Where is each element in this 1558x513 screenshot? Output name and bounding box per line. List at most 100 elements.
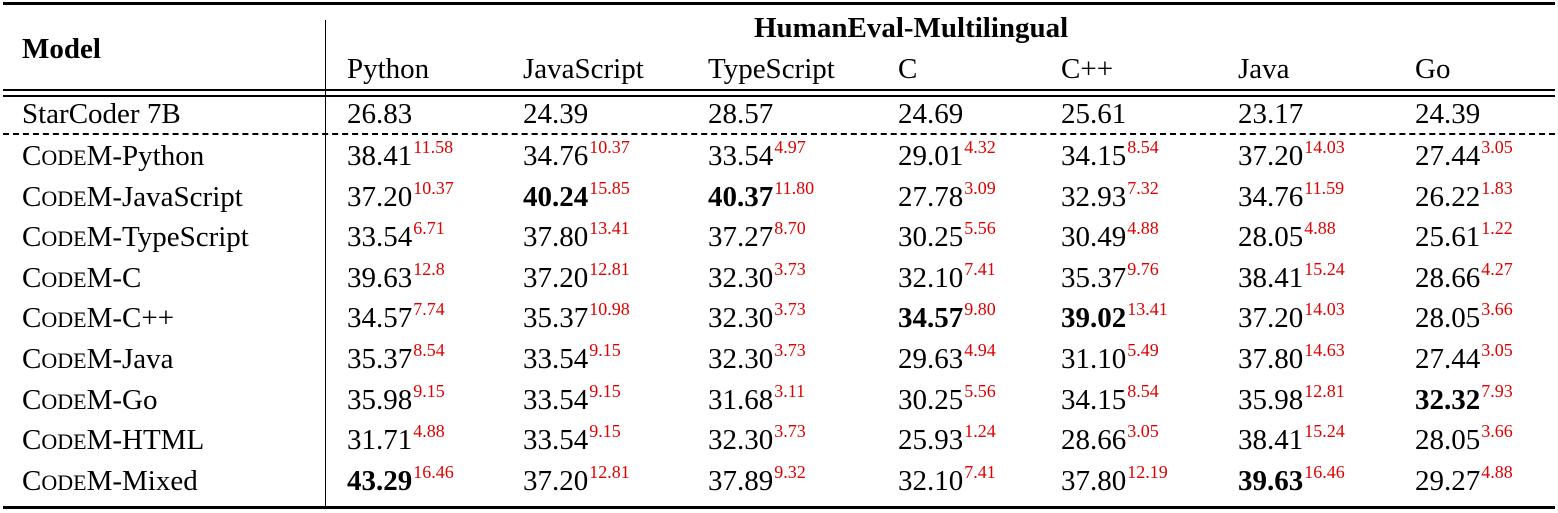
model-name-smallcaps: ode — [41, 469, 87, 495]
score-cell: 26.221.83 — [1415, 179, 1513, 214]
score-value: 37.20 — [347, 180, 413, 213]
score-cell: 39.6312.8 — [347, 260, 445, 295]
model-name-smallcaps: ode — [41, 307, 87, 333]
score-value: 31.10 — [1061, 343, 1127, 375]
score-improvement: 11.59 — [1304, 177, 1345, 198]
score-value: 33.54 — [523, 383, 589, 416]
model-name-smallcaps: ode — [41, 388, 87, 414]
model-name-smallcaps: ode — [41, 348, 87, 373]
model-name-prefix: C — [22, 302, 42, 335]
score-cell: 37.2012.81 — [523, 463, 630, 498]
model-name-smallcaps: ode — [41, 226, 87, 252]
score-improvement: 13.41 — [1127, 299, 1168, 320]
score-improvement: 3.73 — [774, 299, 806, 320]
baseline-score: 24.69 — [898, 98, 964, 130]
score-cell: 29.014.32 — [898, 137, 996, 173]
score-improvement: 9.15 — [413, 380, 445, 401]
score-cell: 33.549.15 — [523, 341, 621, 376]
score-cell: 32.107.41 — [898, 260, 996, 295]
score-value: 35.37 — [347, 343, 413, 375]
baseline-score: 26.83 — [347, 98, 413, 130]
language-header-0: Python — [347, 53, 430, 85]
model-name-prefix-end: M — [86, 140, 113, 172]
benchmark-group-header: HumanEval-Multilingual — [754, 12, 1069, 44]
score-value: 35.98 — [1238, 383, 1304, 416]
score-cell: 35.378.54 — [347, 340, 445, 376]
score-value: 34.76 — [523, 140, 589, 172]
score-value: 29.01 — [898, 140, 964, 172]
score-improvement: 15.24 — [1304, 421, 1345, 442]
score-improvement: 16.46 — [1304, 461, 1345, 482]
score-value: 32.10 — [898, 464, 964, 497]
score-improvement: 14.63 — [1304, 340, 1345, 360]
score-cell: 35.3710.98 — [523, 300, 630, 335]
score-cell: 27.443.05 — [1415, 137, 1513, 173]
score-improvement: 3.05 — [1127, 421, 1159, 442]
score-value: 33.54 — [523, 343, 589, 375]
language-header-6: Go — [1415, 53, 1451, 85]
score-improvement: 9.15 — [589, 421, 621, 442]
model-name-smallcaps: ode — [41, 185, 87, 211]
score-value: 38.41 — [347, 140, 413, 172]
score-improvement: 8.54 — [1127, 137, 1159, 157]
score-improvement: 3.05 — [1481, 137, 1513, 157]
model-name-smallcaps: ode — [41, 429, 87, 455]
score-value: 30.25 — [898, 383, 964, 416]
model-name-smallcaps: ode — [41, 145, 87, 170]
score-cell: 32.303.73 — [708, 422, 806, 457]
language-header-3: C — [898, 53, 918, 85]
score-cell: 37.2012.81 — [523, 260, 630, 295]
score-improvement: 11.58 — [413, 137, 454, 157]
model-name-suffix: -Mixed — [112, 464, 198, 497]
score-value: 37.20 — [523, 261, 589, 294]
score-cell: 37.2014.03 — [1238, 138, 1345, 173]
score-value: 28.66 — [1415, 261, 1481, 294]
column-divider — [325, 20, 326, 508]
score-improvement: 11.80 — [774, 177, 815, 198]
score-value: 34.57 — [898, 302, 964, 335]
score-value: 28.05 — [1415, 302, 1481, 335]
score-cell: 43.2916.46 — [347, 463, 454, 498]
model-name-prefix-end: M — [86, 261, 113, 294]
score-value: 28.05 — [1415, 424, 1481, 457]
score-cell: 37.8013.41 — [523, 219, 630, 254]
model-name: CodeM-C++ — [22, 301, 174, 337]
score-value: 31.68 — [708, 383, 774, 416]
score-cell: 34.7611.59 — [1238, 177, 1345, 214]
score-value: 37.20 — [1238, 302, 1304, 335]
score-value: 32.30 — [708, 261, 774, 294]
score-cell: 28.053.66 — [1415, 422, 1513, 457]
score-cell: 29.274.88 — [1415, 463, 1513, 498]
model-name-suffix: -C — [112, 261, 142, 294]
model-name-smallcaps: ode — [41, 266, 87, 292]
language-header-4: C++ — [1061, 53, 1114, 85]
score-value: 30.25 — [898, 221, 964, 254]
score-cell: 37.2010.37 — [347, 177, 454, 214]
top-rule — [3, 2, 1555, 5]
model-name-suffix: -HTML — [112, 424, 205, 457]
score-value: 37.80 — [1061, 464, 1127, 497]
score-improvement: 8.54 — [413, 340, 445, 360]
score-improvement: 10.37 — [413, 177, 454, 198]
score-cell: 39.6316.46 — [1238, 461, 1345, 498]
score-improvement: 4.32 — [964, 137, 996, 157]
score-improvement: 15.24 — [1304, 258, 1345, 279]
score-cell: 25.611.22 — [1415, 219, 1513, 254]
score-improvement: 4.88 — [1304, 218, 1336, 239]
score-value: 32.30 — [708, 424, 774, 457]
score-improvement: 9.80 — [964, 299, 996, 320]
score-cell: 32.107.41 — [898, 463, 996, 498]
score-cell: 40.2415.85 — [523, 179, 630, 214]
score-improvement: 7.74 — [413, 299, 445, 320]
score-improvement: 9.76 — [1127, 258, 1159, 279]
model-name: CodeM-HTML — [22, 423, 204, 459]
model-name: CodeM-Python — [22, 139, 204, 175]
baseline-score: 23.17 — [1238, 98, 1304, 130]
score-cell: 31.105.49 — [1061, 341, 1159, 376]
score-value: 32.10 — [898, 261, 964, 294]
score-value: 32.93 — [1061, 180, 1127, 213]
model-name-suffix: -Python — [112, 140, 205, 172]
model-name-prefix: C — [22, 261, 42, 294]
score-value: 39.63 — [1238, 464, 1304, 497]
score-value: 37.27 — [708, 221, 774, 254]
